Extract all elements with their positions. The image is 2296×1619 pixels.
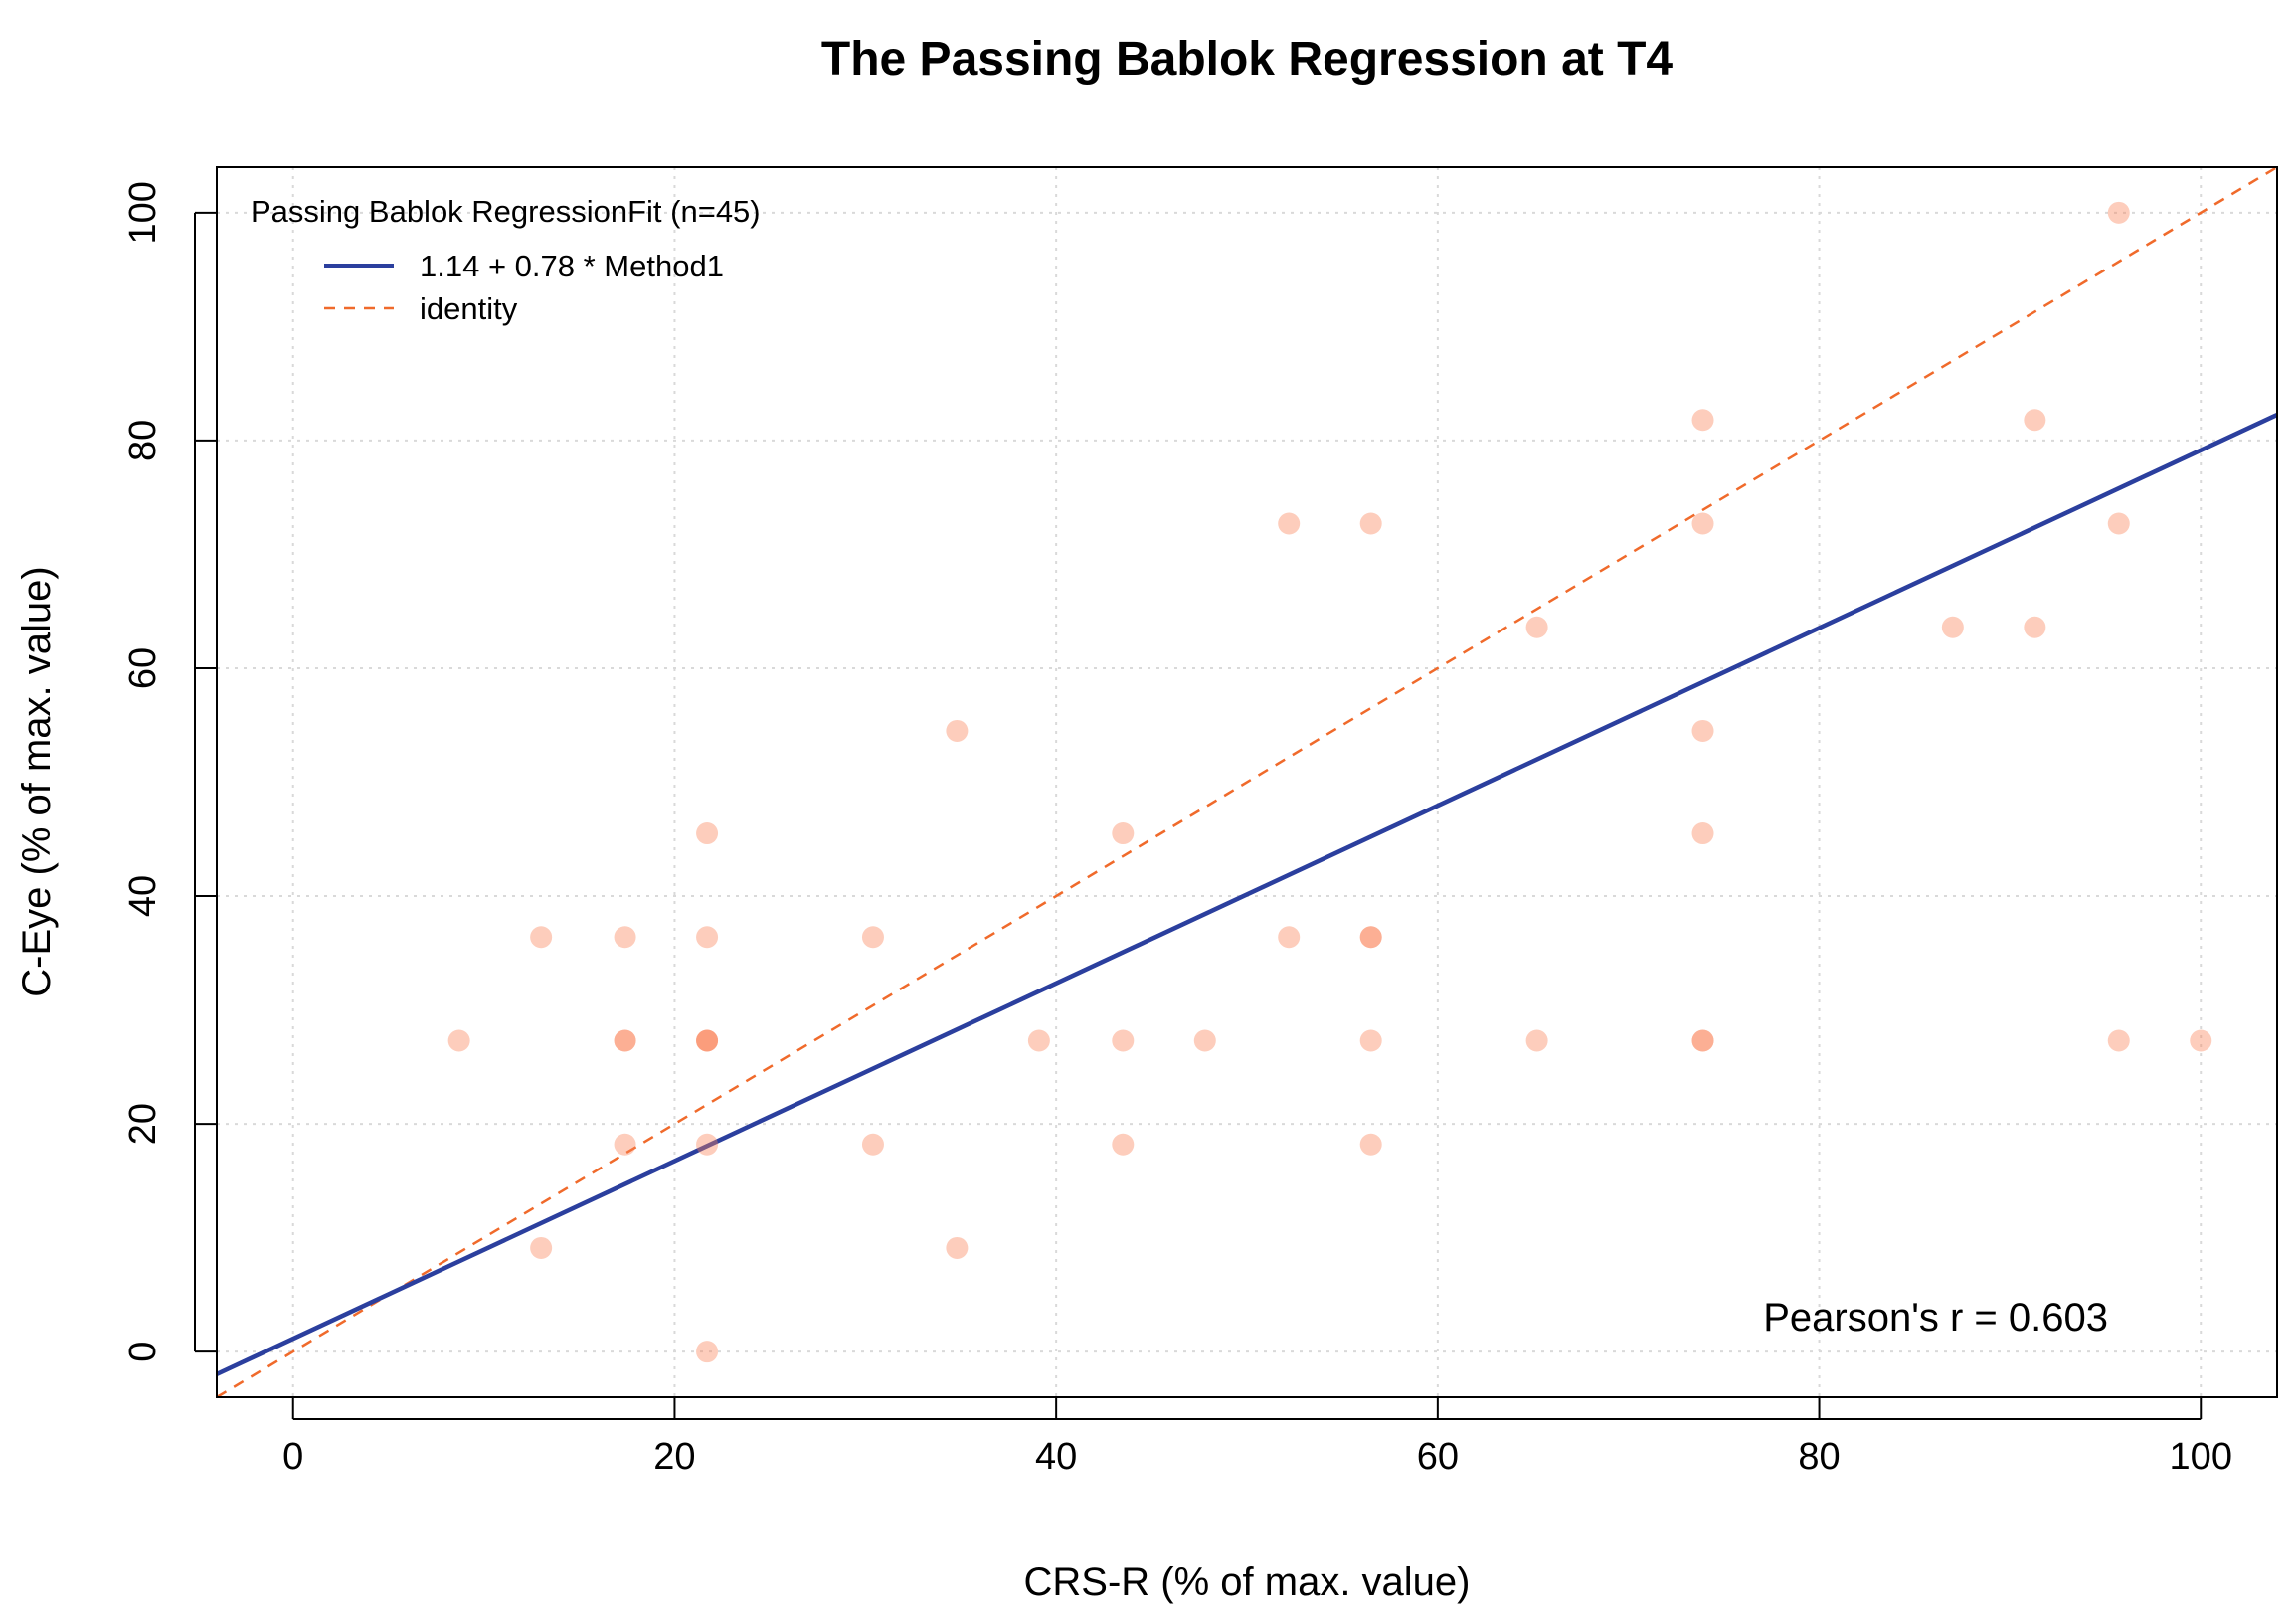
data-point <box>1193 1029 1216 1052</box>
data-point <box>2190 1029 2212 1052</box>
data-point <box>1278 512 1301 535</box>
data-point <box>1278 926 1301 949</box>
data-point <box>946 719 969 742</box>
regression-line <box>216 412 2278 1376</box>
data-point <box>2107 1029 2130 1052</box>
data-point <box>696 1133 719 1156</box>
pearson-annotation: Pearson's r = 0.603 <box>1763 1296 2108 1340</box>
data-point <box>1112 1029 1135 1052</box>
chart-title: The Passing Bablok Regression at T4 <box>821 33 1674 86</box>
data-point <box>1359 1029 1382 1052</box>
data-point <box>447 1029 470 1052</box>
data-point <box>2107 512 2130 535</box>
y-tick-label: 0 <box>122 1342 164 1362</box>
data-point <box>696 1029 719 1052</box>
data-point <box>614 1029 636 1052</box>
data-point <box>2024 616 2046 638</box>
data-point <box>696 1029 719 1052</box>
data-point <box>614 1133 636 1156</box>
data-point <box>1691 409 1714 432</box>
x-axis-label: CRS-R (% of max. value) <box>1024 1560 1471 1604</box>
data-point <box>861 926 884 949</box>
legend-entry-regression: 1.14 + 0.78 * Method1 <box>420 249 724 283</box>
data-point <box>1941 616 1964 638</box>
data-point <box>1359 1133 1382 1156</box>
data-point <box>696 926 719 949</box>
data-point <box>1691 1029 1714 1052</box>
y-tick-label: 60 <box>122 647 164 689</box>
data-point <box>1359 926 1382 949</box>
x-tick-label: 80 <box>1798 1436 1840 1478</box>
y-axis: 0 20 40 60 80 100 <box>122 181 217 1362</box>
data-point <box>1525 1029 1548 1052</box>
x-axis: 0 20 40 60 80 100 <box>282 1397 2232 1478</box>
plot-frame <box>216 166 2278 1398</box>
data-point <box>1359 926 1382 949</box>
identity-line <box>216 165 2278 1399</box>
data-points <box>447 201 2212 1363</box>
data-point <box>1525 616 1548 638</box>
data-point <box>2107 201 2130 224</box>
legend-title: Passing Bablok RegressionFit (n=45) <box>251 194 761 229</box>
data-point <box>861 1133 884 1156</box>
regression-line-group <box>216 412 2278 1376</box>
x-tick-label: 40 <box>1035 1436 1077 1478</box>
y-tick-label: 40 <box>122 875 164 917</box>
data-point <box>1691 822 1714 845</box>
data-point <box>946 1236 969 1259</box>
data-point <box>1691 719 1714 742</box>
identity-line-group <box>216 165 2278 1399</box>
data-point <box>1359 512 1382 535</box>
data-point <box>696 1029 719 1052</box>
y-tick-label: 100 <box>122 181 164 244</box>
data-point <box>1112 822 1135 845</box>
y-tick-label: 80 <box>122 420 164 461</box>
data-point <box>696 1341 719 1363</box>
legend-entry-identity: identity <box>420 291 518 326</box>
y-tick-label: 20 <box>122 1103 164 1145</box>
data-point <box>1112 1133 1135 1156</box>
data-point <box>614 926 636 949</box>
y-axis-label: C-Eye (% of max. value) <box>15 566 59 996</box>
x-tick-label: 100 <box>2170 1436 2232 1478</box>
x-tick-label: 60 <box>1417 1436 1459 1478</box>
data-point <box>614 1029 636 1052</box>
data-point <box>2024 409 2046 432</box>
legend: Passing Bablok RegressionFit (n=45) 1.14… <box>251 194 761 326</box>
data-point <box>1691 512 1714 535</box>
data-point <box>530 926 553 949</box>
x-tick-label: 0 <box>282 1436 303 1478</box>
data-point <box>1027 1029 1050 1052</box>
data-point <box>530 1236 553 1259</box>
data-point <box>1691 1029 1714 1052</box>
data-point <box>696 822 719 845</box>
x-tick-label: 20 <box>653 1436 695 1478</box>
